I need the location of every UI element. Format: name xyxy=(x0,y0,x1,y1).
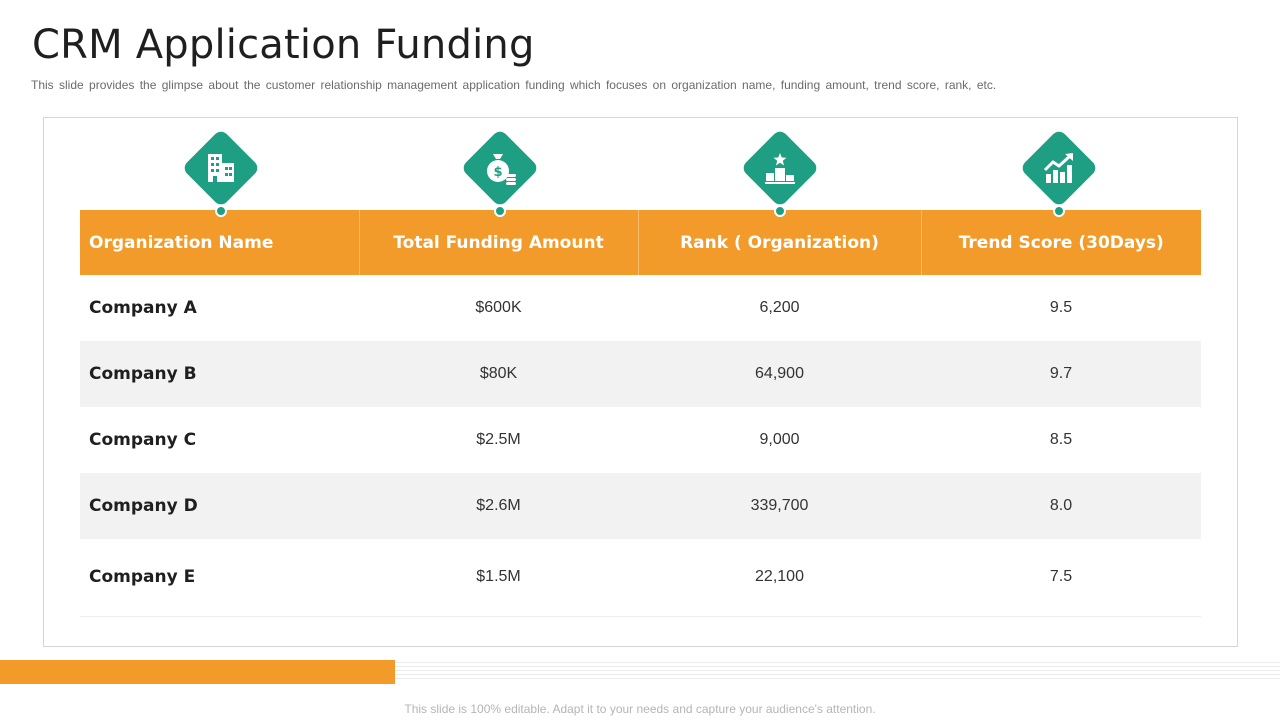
cell-rank: 22,100 xyxy=(755,568,804,586)
slide-subtitle: This slide provides the glimpse about th… xyxy=(31,78,997,92)
table-row: Company A $600K 6,200 9.5 xyxy=(80,275,1201,341)
cell-funding: $2.6M xyxy=(476,497,521,514)
table-row: Company E $1.5M 22,100 7.5 xyxy=(80,539,1201,616)
header-rank: Rank ( Organization) xyxy=(637,210,921,275)
column-icons: $ xyxy=(80,128,1201,218)
money-bag-icon-badge: $ xyxy=(460,128,540,218)
funding-table: Organization Name Total Funding Amount R… xyxy=(80,210,1201,617)
cell-trend: 8.5 xyxy=(1049,431,1073,448)
cell-trend: 8.0 xyxy=(1049,497,1073,514)
cell-funding: $2.5M xyxy=(476,431,521,448)
slide-title: CRM Application Funding xyxy=(32,22,535,68)
cell-organization: Company B xyxy=(89,364,197,384)
cell-funding: $600K xyxy=(475,299,522,316)
cell-rank: 6,200 xyxy=(759,299,800,316)
cell-rank: 9,000 xyxy=(759,431,800,448)
table-header-row: Organization Name Total Funding Amount R… xyxy=(80,210,1201,275)
cell-trend: 9.7 xyxy=(1049,365,1073,382)
podium-icon-badge xyxy=(740,128,820,218)
content-frame xyxy=(43,117,1238,647)
table-row: Company D $2.6M 339,700 8.0 xyxy=(80,473,1201,539)
header-total-funding-amount: Total Funding Amount xyxy=(358,210,638,275)
cell-organization: Company A xyxy=(89,298,197,318)
podium-icon xyxy=(765,153,795,184)
table-row: Company C $2.5M 9,000 8.5 xyxy=(80,407,1201,473)
building-icon-badge xyxy=(181,128,261,218)
cell-rank: 64,900 xyxy=(755,365,804,382)
cell-organization: Company D xyxy=(89,496,198,516)
money-bag-icon: $ xyxy=(487,154,516,185)
trend-chart-icon-badge xyxy=(1019,128,1099,218)
footer-note: This slide is 100% editable. Adapt it to… xyxy=(404,702,876,716)
footer-accent-bar xyxy=(0,660,395,684)
header-trend-score: Trend Score (30Days) xyxy=(920,210,1201,275)
svg-text:$: $ xyxy=(493,165,502,180)
cell-funding: $80K xyxy=(479,365,518,382)
cell-funding: $1.5M xyxy=(476,568,521,586)
cell-organization: Company E xyxy=(89,567,196,588)
cell-rank: 339,700 xyxy=(750,497,809,514)
cell-trend: 7.5 xyxy=(1049,568,1073,586)
cell-organization: Company C xyxy=(89,430,197,450)
trend-chart-icon xyxy=(1043,153,1073,183)
building-icon xyxy=(208,154,234,182)
footer-line-pattern xyxy=(395,662,1280,682)
table-row: Company B $80K 64,900 9.7 xyxy=(80,341,1201,407)
header-organization-name: Organization Name xyxy=(89,232,274,253)
cell-trend: 9.5 xyxy=(1049,299,1073,316)
